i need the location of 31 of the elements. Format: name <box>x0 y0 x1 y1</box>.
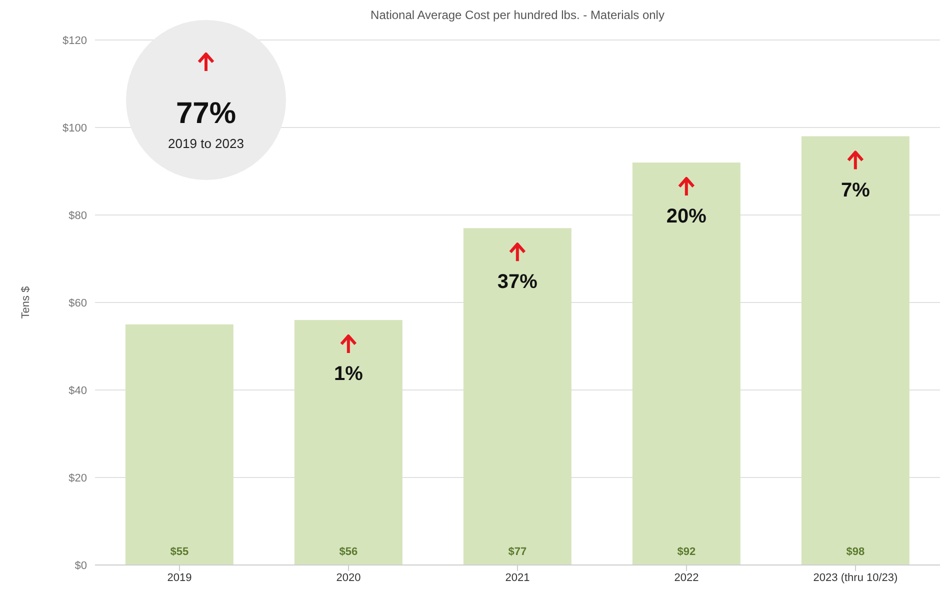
y-tick-label: $0 <box>74 560 87 572</box>
y-tick-label: $80 <box>68 210 87 222</box>
x-tick-label: 2022 <box>674 572 699 584</box>
annotation: 37% <box>497 271 538 294</box>
data-label: $98 <box>846 546 865 558</box>
y-tick-label: $40 <box>68 384 87 397</box>
y-tick-label: $120 <box>62 34 87 47</box>
annotation: 7% <box>840 179 870 202</box>
x-tick-label: 2019 <box>167 572 192 584</box>
x-tick-label: 2021 <box>505 572 530 584</box>
bar <box>125 324 234 565</box>
data-label: $55 <box>170 546 189 558</box>
data-label: $92 <box>677 546 696 558</box>
y-tick-label: $60 <box>68 297 87 310</box>
bar <box>801 136 910 565</box>
y-tick-label: $20 <box>68 472 87 484</box>
bar <box>294 320 402 565</box>
x-tick-label: 2020 <box>336 572 361 584</box>
annotation: 1% <box>334 363 364 385</box>
circle-badge: 77% 2019 to 2023 <box>126 20 286 180</box>
annotation: 2019 to 2023 <box>168 136 244 151</box>
annotation: 77% <box>176 97 236 130</box>
annotation: 20% <box>666 206 707 228</box>
bar <box>463 228 572 565</box>
y-tick-label: $100 <box>62 122 87 134</box>
data-label: $56 <box>339 546 358 558</box>
bar <box>632 162 740 565</box>
data-label: $77 <box>508 546 527 558</box>
x-tick-label: 2023 (thru 10/23) <box>813 572 898 584</box>
y-axis-title: Tens $ <box>20 286 32 319</box>
chart-title: National Average Cost per hundred lbs. - Materials only <box>370 8 666 22</box>
